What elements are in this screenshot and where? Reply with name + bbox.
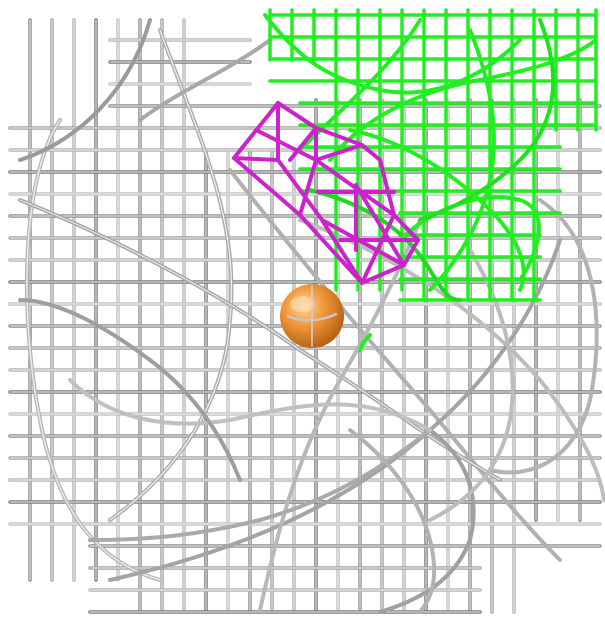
green-mesh-grid xyxy=(268,8,598,302)
magenta-density-mesh xyxy=(231,101,421,286)
green-density-mesh xyxy=(263,8,598,352)
magenta-mesh-inner xyxy=(232,101,420,285)
grey-density-mesh xyxy=(8,18,605,614)
green-mesh-curves xyxy=(263,13,598,352)
atom-mesh-crossing xyxy=(286,312,338,322)
grey-mesh-curves xyxy=(18,18,605,614)
orange-sphere xyxy=(280,284,344,348)
atom-highlight xyxy=(290,296,314,312)
